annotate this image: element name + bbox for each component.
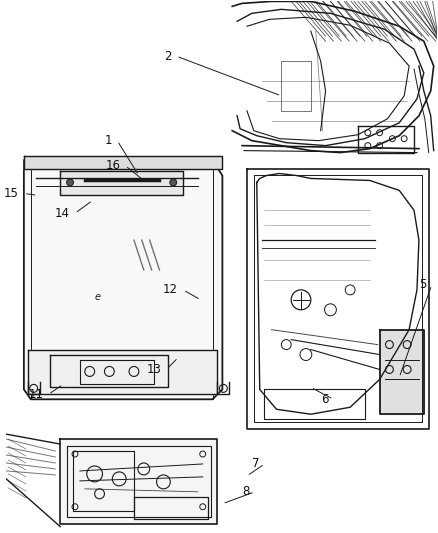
- Text: 13: 13: [147, 363, 162, 376]
- Polygon shape: [60, 171, 183, 196]
- Circle shape: [67, 179, 74, 186]
- Text: e: e: [95, 292, 101, 302]
- Text: 6: 6: [321, 393, 328, 406]
- Polygon shape: [60, 439, 218, 523]
- Text: 15: 15: [4, 187, 19, 200]
- Polygon shape: [24, 156, 223, 168]
- Text: 2: 2: [164, 50, 171, 62]
- Text: 16: 16: [105, 159, 120, 172]
- Text: 8: 8: [243, 486, 250, 498]
- Text: 11: 11: [28, 388, 43, 401]
- Polygon shape: [380, 330, 424, 414]
- Polygon shape: [24, 160, 223, 399]
- Text: 12: 12: [163, 284, 178, 296]
- Circle shape: [170, 179, 177, 186]
- Text: 5: 5: [420, 278, 427, 292]
- Polygon shape: [28, 350, 218, 394]
- Text: 1: 1: [105, 134, 112, 147]
- Text: 7: 7: [252, 457, 260, 471]
- Text: 14: 14: [55, 207, 70, 220]
